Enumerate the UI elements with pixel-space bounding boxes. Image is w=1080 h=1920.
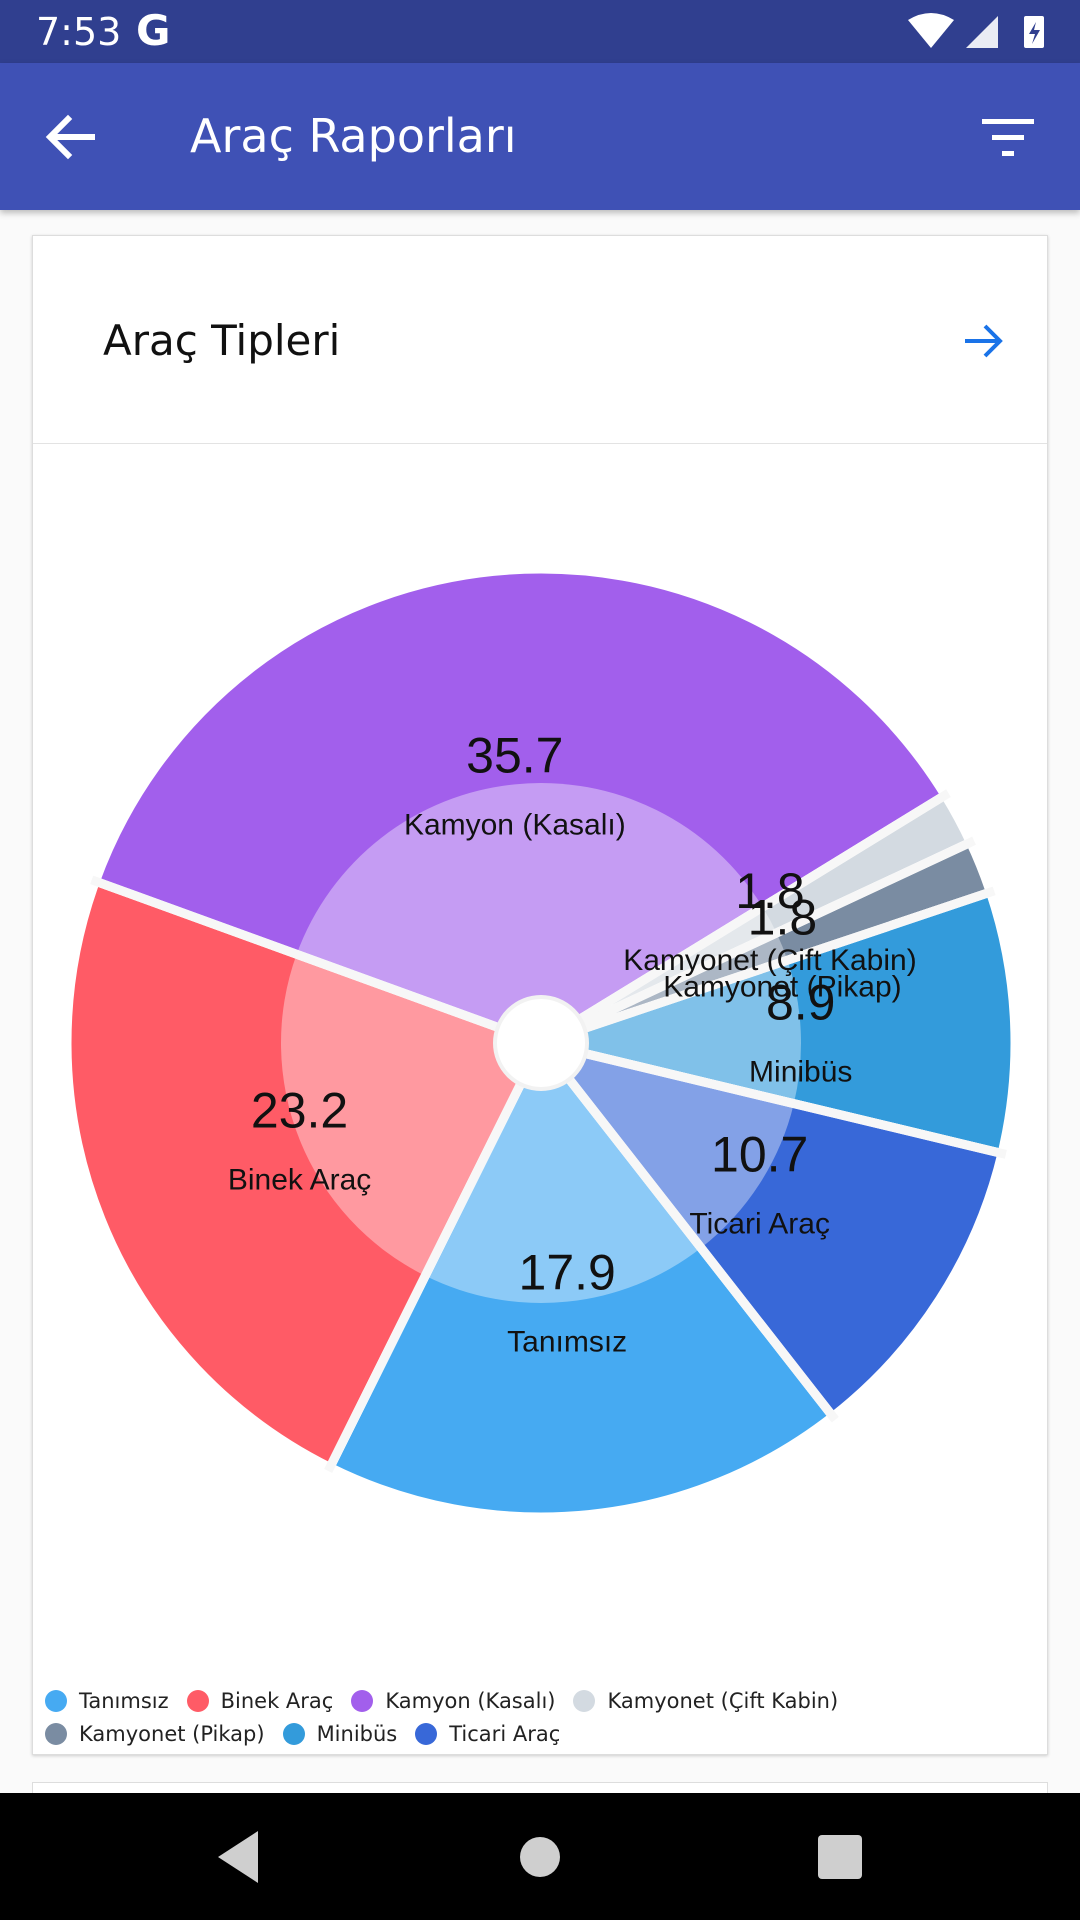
slice-separator [539, 836, 976, 1048]
pie-slice-inner [281, 954, 541, 1276]
card-header[interactable]: Araç Tipleri [33, 236, 1047, 444]
pie-center-hole [493, 995, 589, 1091]
slice-value-label: 10.7 [711, 1127, 808, 1183]
legend-item[interactable]: Ticari Araç [415, 1717, 560, 1750]
legend-dot [415, 1722, 438, 1745]
slice-separator [537, 1040, 839, 1423]
slice-value-label: 1.8 [748, 889, 818, 945]
status-icons [908, 13, 1044, 48]
legend-dot [186, 1689, 209, 1712]
slice-category-label: Kamyon (Kasalı) [404, 808, 626, 841]
slice-separator [539, 1038, 1007, 1159]
nav-recents-icon[interactable] [808, 1825, 872, 1889]
legend-item[interactable]: Binek Araç [186, 1684, 334, 1717]
slice-separator [324, 1040, 546, 1474]
legend-label: Kamyonet (Çift Kabin) [607, 1688, 839, 1713]
slice-value-label: 23.2 [251, 1083, 348, 1139]
legend-label: Kamyonet (Pikap) [79, 1721, 265, 1746]
nav-home-icon[interactable] [508, 1825, 572, 1889]
slice-category-label: Tanımsız [507, 1326, 627, 1359]
legend-dot [351, 1689, 374, 1712]
legend-label: Tanımsız [79, 1688, 169, 1713]
pie-slice[interactable] [62, 876, 546, 1472]
pie-chart: 17.9 Tanımsız 23.2 Binek Araç 35.7 Kamyon (Ka… [62, 564, 1020, 1522]
vehicle-types-card: Araç Tipleri 17.9 Tanımsız 23.2 Binek Araç 3… [32, 235, 1048, 1755]
page-title: Araç Raporları [190, 109, 517, 163]
app-bar: Araç Raporları [0, 63, 1080, 210]
filter-icon[interactable] [980, 111, 1036, 163]
slice-category-label: Kamyonet (Çift Kabin) [623, 944, 916, 977]
wifi-icon [908, 13, 954, 48]
legend-dot [573, 1689, 596, 1712]
arrow-right-icon[interactable] [961, 318, 1007, 364]
slice-category-label: Minibüs [749, 1055, 852, 1088]
status-time: 7:53 [36, 10, 122, 54]
legend-dot [45, 1722, 67, 1745]
slice-separator [539, 886, 996, 1048]
signal-icon [966, 16, 998, 48]
pie-slice-inner [425, 1043, 702, 1303]
google-icon: G [136, 6, 171, 55]
slice-separator [90, 875, 543, 1048]
slice-separator [538, 789, 951, 1047]
slice-value-label: 8.9 [766, 974, 836, 1030]
status-bar: 7:53 G [0, 0, 1080, 63]
legend-item[interactable]: Kamyon (Kasalı) [351, 1684, 555, 1717]
legend-item[interactable]: Tanımsız [45, 1684, 169, 1717]
navigation-bar [0, 1793, 1080, 1920]
pie-slice-inner [541, 1043, 794, 1248]
slice-category-label: Binek Araç [228, 1164, 371, 1197]
legend-label: Kamyon (Kasalı) [385, 1688, 556, 1713]
legend-item[interactable]: Kamyonet (Çift Kabin) [573, 1684, 838, 1717]
pie-slice[interactable] [536, 887, 1020, 1158]
nav-back-icon[interactable] [208, 1825, 272, 1889]
legend-dot [282, 1722, 305, 1745]
legend-label: Minibüs [316, 1721, 398, 1746]
legend-label: Ticari Araç [449, 1721, 561, 1746]
slice-category-label: Ticari Araç [689, 1208, 830, 1241]
slice-value-label: 35.7 [466, 727, 563, 783]
pie-slice[interactable] [536, 1038, 1007, 1422]
legend-item[interactable]: Minibüs [282, 1717, 398, 1750]
slice-value-label: 17.9 [519, 1245, 616, 1301]
card-title: Araç Tipleri [103, 316, 341, 365]
slice-value-label: 1.8 [735, 863, 805, 919]
pie-slice-inner [541, 960, 801, 1104]
pie-slice[interactable] [325, 1038, 838, 1522]
legend-item[interactable]: Kamyonet (Pikap) [45, 1717, 265, 1750]
legend-label: Binek Araç [220, 1688, 334, 1713]
arrow-left-icon[interactable] [40, 107, 100, 167]
legend-dot [45, 1689, 67, 1712]
chart-legend: Tanımsız Binek Araç Kamyon (Kasalı) Kamyone… [45, 1684, 1045, 1750]
slice-category-label: Kamyonet (Pikap) [663, 970, 901, 1003]
